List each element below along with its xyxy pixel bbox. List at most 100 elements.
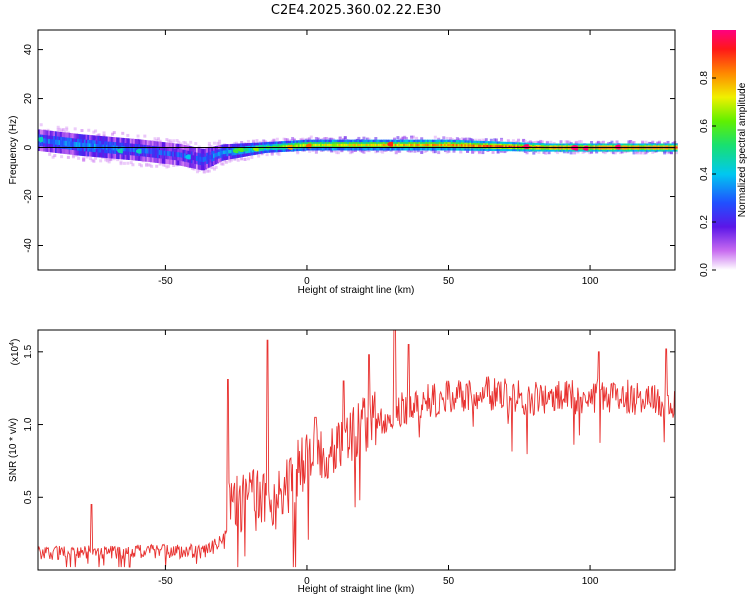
heat-cell bbox=[92, 143, 95, 149]
heat-cell bbox=[367, 143, 371, 147]
heat-cell bbox=[292, 138, 296, 142]
heat-cell bbox=[494, 138, 498, 142]
heat-cell bbox=[328, 137, 332, 141]
heat-cell bbox=[658, 140, 662, 144]
heat-cell bbox=[479, 144, 483, 147]
heat-cell bbox=[277, 152, 281, 156]
heat-cell bbox=[207, 141, 211, 145]
heat-cell bbox=[218, 139, 222, 143]
heat-cell bbox=[437, 143, 440, 147]
heat-cell bbox=[393, 137, 397, 141]
heat-cell bbox=[46, 128, 50, 132]
heat-cell bbox=[209, 145, 213, 149]
x-tick-label: 0 bbox=[304, 576, 310, 587]
heat-cell bbox=[523, 149, 527, 153]
heat-cell bbox=[362, 143, 366, 147]
heat-cell bbox=[51, 155, 55, 159]
heat-cell bbox=[508, 145, 512, 148]
heat-cell bbox=[406, 149, 410, 153]
heat-cell bbox=[449, 137, 453, 141]
heat-cell bbox=[202, 157, 206, 163]
heat-cell bbox=[365, 137, 369, 141]
heat-cell bbox=[201, 157, 204, 162]
heat-cell bbox=[146, 163, 150, 167]
snr-multiplier-text: (x10 bbox=[10, 345, 21, 365]
heat-cell bbox=[442, 143, 445, 147]
heat-cell bbox=[501, 145, 505, 148]
heat-cell bbox=[178, 142, 182, 146]
heat-cell bbox=[275, 151, 279, 155]
heat-cell bbox=[357, 136, 361, 140]
heat-cell bbox=[122, 161, 126, 165]
x-tick-label: -50 bbox=[158, 276, 173, 287]
heat-cell bbox=[338, 137, 342, 141]
heat-cell bbox=[340, 143, 343, 147]
heat-cell bbox=[85, 155, 89, 159]
heat-cell bbox=[452, 149, 456, 153]
heat-cell bbox=[357, 143, 360, 147]
heat-cell bbox=[399, 143, 403, 147]
heat-cell bbox=[229, 149, 233, 154]
heat-cell bbox=[129, 161, 133, 165]
heat-cell bbox=[223, 159, 227, 163]
heat-cell bbox=[381, 150, 385, 154]
snr-x-label: Height of straight line (km) bbox=[298, 584, 415, 595]
heat-cell bbox=[194, 142, 198, 146]
heat-cell bbox=[399, 137, 403, 141]
heat-cell bbox=[544, 151, 548, 155]
heat-cell bbox=[126, 146, 129, 152]
heat-cell bbox=[314, 143, 318, 147]
heat-cell bbox=[506, 139, 510, 143]
heat-cell bbox=[494, 145, 498, 148]
heat-cell bbox=[107, 158, 111, 162]
heat-cell bbox=[666, 151, 670, 155]
heat-cell bbox=[248, 147, 252, 151]
heat-cell bbox=[323, 143, 326, 147]
heat-cell bbox=[158, 150, 162, 155]
heat-cell bbox=[464, 144, 467, 147]
heat-cell bbox=[212, 141, 216, 145]
heat-cell bbox=[518, 145, 522, 148]
heat-cell bbox=[255, 139, 259, 143]
heat-cell bbox=[576, 150, 580, 154]
heat-cell bbox=[644, 150, 648, 154]
heat-cell bbox=[394, 149, 398, 153]
heat-cell bbox=[319, 143, 323, 147]
heat-cell bbox=[122, 146, 126, 152]
heat-cell bbox=[430, 143, 433, 147]
heat-cell bbox=[197, 168, 201, 172]
heat-cell bbox=[175, 139, 179, 143]
heat-cell bbox=[224, 160, 228, 164]
heat-cell bbox=[291, 136, 295, 140]
heat-cell bbox=[500, 149, 504, 153]
heat-cell bbox=[180, 152, 184, 158]
heat-cell bbox=[644, 140, 648, 144]
heat-cell bbox=[410, 143, 413, 147]
heat-cell bbox=[331, 143, 335, 147]
heat-cell bbox=[542, 150, 546, 154]
heat-cell bbox=[165, 138, 169, 142]
heat-cell bbox=[642, 151, 646, 155]
heat-cell bbox=[185, 143, 189, 147]
heat-cell bbox=[240, 141, 244, 145]
heat-cell bbox=[318, 143, 321, 147]
heat-cell bbox=[433, 135, 437, 139]
heat-cell bbox=[224, 150, 228, 154]
heat-cell bbox=[539, 139, 543, 143]
heat-cell bbox=[226, 150, 230, 154]
heat-cell bbox=[374, 143, 377, 147]
heat-cell bbox=[243, 148, 247, 152]
heat-cell bbox=[282, 145, 286, 148]
heat-cell bbox=[406, 143, 410, 147]
heat-cell bbox=[105, 157, 109, 161]
y-tick-label: 20 bbox=[23, 93, 34, 105]
snr-multiplier-label: (x104) bbox=[9, 339, 21, 366]
heat-cell bbox=[559, 140, 563, 144]
heat-cell bbox=[330, 137, 334, 141]
heat-cell bbox=[145, 162, 149, 166]
heat-cell bbox=[65, 128, 69, 132]
heat-cell bbox=[420, 137, 424, 141]
heat-cell bbox=[63, 130, 67, 134]
heat-cell bbox=[88, 157, 92, 161]
heat-cell bbox=[564, 140, 568, 144]
